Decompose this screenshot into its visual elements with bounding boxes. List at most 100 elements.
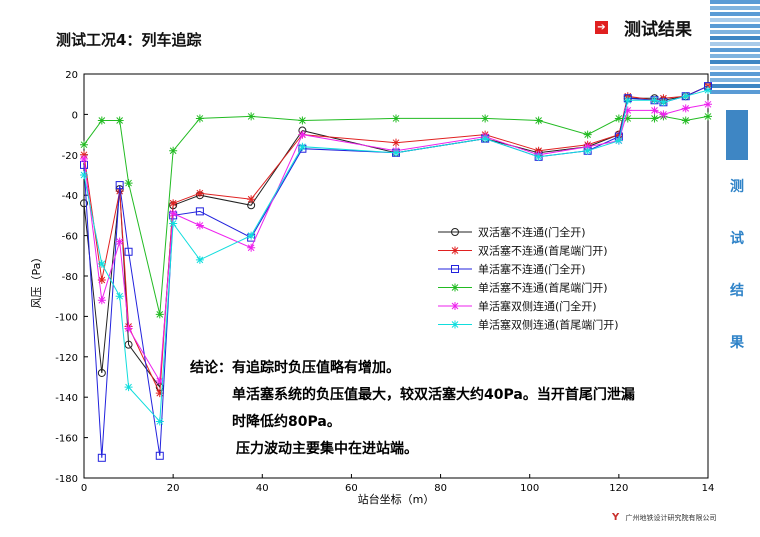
footer: Y 广州地铁设计研究院有限公司	[612, 512, 716, 523]
data-point	[623, 114, 632, 123]
data-point	[115, 116, 124, 125]
y-tick-label: -40	[62, 191, 78, 202]
x-tick-label: 0	[81, 483, 87, 494]
page-title: 测试工况4：列车追踪	[56, 31, 202, 49]
data-point	[124, 179, 133, 188]
data-point	[195, 207, 204, 216]
data-point	[124, 247, 133, 256]
y-tick-label: -180	[55, 474, 78, 485]
data-point	[392, 138, 400, 147]
y-tick-label: -140	[55, 393, 78, 404]
data-point	[195, 255, 204, 264]
data-point	[80, 140, 88, 149]
y-tick-label: -80	[62, 272, 78, 283]
x-tick-label: 60	[345, 483, 358, 494]
y-axis-label: 风压（Pa）	[30, 252, 43, 309]
data-point	[659, 110, 668, 119]
data-point	[155, 310, 164, 319]
data-point	[534, 152, 543, 161]
conclusion: 结论： 有追踪时负压值略有增加。 单活塞系统的负压值最大，较双活塞大约40Pa。…	[190, 359, 635, 457]
data-point	[534, 146, 543, 155]
data-point	[704, 100, 712, 109]
data-point	[97, 453, 106, 462]
y-tick-label: 0	[72, 110, 78, 121]
data-point	[650, 96, 659, 105]
legend-entry: 双活塞不连通(首尾端门开)	[478, 244, 608, 258]
sidebar-char: 测	[730, 179, 744, 195]
data-point	[115, 237, 124, 246]
legend-entry: 单活塞不连通(门全开)	[478, 262, 586, 276]
data-point	[195, 189, 204, 198]
data-point	[583, 130, 592, 139]
data-point	[155, 417, 164, 426]
data-point	[623, 92, 632, 101]
legend-marker	[451, 320, 459, 329]
series-4	[80, 112, 712, 319]
data-point	[650, 106, 659, 115]
conclusion-line2: 单活塞系统的负压值最大，较双活塞大约40Pa。当开首尾门泄漏	[232, 386, 635, 403]
data-point	[97, 368, 106, 377]
data-point	[124, 340, 133, 349]
y-tick-label: 20	[65, 70, 78, 81]
data-point	[169, 209, 178, 218]
y-tick-label: -100	[55, 312, 78, 323]
data-point	[195, 221, 204, 230]
x-axis-label: 站台坐标（m）	[358, 492, 435, 506]
data-point	[650, 114, 659, 123]
legend-entry: 双活塞不连通(门全开)	[478, 225, 586, 239]
legend-entry: 单活塞双侧连通(首尾端门开)	[478, 318, 619, 332]
arrow-right-icon: ➔	[595, 21, 608, 34]
sidebar-char: 结	[730, 283, 744, 299]
data-point	[247, 231, 256, 240]
data-point	[623, 106, 632, 115]
data-point	[80, 150, 88, 159]
data-point	[681, 104, 690, 113]
section-title: 测试结果	[624, 20, 692, 40]
data-point	[97, 276, 106, 285]
x-tick-label: 80	[434, 483, 447, 494]
org-logo-icon: Y	[612, 512, 620, 523]
data-point	[704, 112, 712, 121]
sidebar-bar	[726, 110, 748, 160]
conclusion-label: 结论：	[190, 359, 232, 376]
data-point	[583, 142, 592, 151]
data-point	[247, 112, 256, 121]
data-point	[80, 154, 88, 163]
data-point	[247, 195, 256, 204]
data-point	[97, 259, 106, 268]
data-point	[124, 324, 133, 333]
data-point	[97, 116, 106, 125]
data-point	[115, 292, 124, 301]
data-point	[614, 114, 623, 123]
data-point	[298, 142, 307, 151]
conclusion-line4: 压力波动主要集中在进站端。	[236, 440, 418, 457]
data-point	[681, 116, 690, 125]
sidebar-char: 果	[730, 335, 744, 351]
y-tick-label: -60	[62, 232, 78, 243]
data-point	[659, 94, 668, 103]
x-tick-label: 20	[167, 483, 180, 494]
data-point	[247, 243, 256, 252]
y-tick-label: -20	[62, 151, 78, 162]
conclusion-line3: 时降低约80Pa。	[232, 413, 341, 430]
x-tick-label: 40	[256, 483, 269, 494]
data-point	[80, 171, 88, 179]
y-tick-label: -120	[55, 353, 78, 364]
x-tick-label: 100	[520, 483, 539, 494]
x-tick-label: 14	[702, 483, 715, 494]
data-point	[155, 389, 164, 398]
data-point	[155, 451, 164, 460]
data-point	[298, 116, 307, 125]
legend: 双活塞不连通(门全开) 双活塞不连通(首尾端门开) 单活塞不连通(门全开) 单活塞不连…	[438, 225, 619, 332]
legend-entry: 单活塞不连通(首尾端门开)	[478, 281, 608, 295]
y-tick-label: -160	[55, 434, 78, 445]
data-point	[481, 114, 490, 123]
data-point	[195, 114, 204, 123]
data-point	[169, 146, 178, 155]
legend-entry: 单活塞双侧连通(门全开)	[478, 299, 597, 313]
data-point	[298, 130, 307, 139]
data-point	[169, 199, 178, 208]
data-point	[704, 86, 712, 95]
data-point	[534, 116, 543, 125]
